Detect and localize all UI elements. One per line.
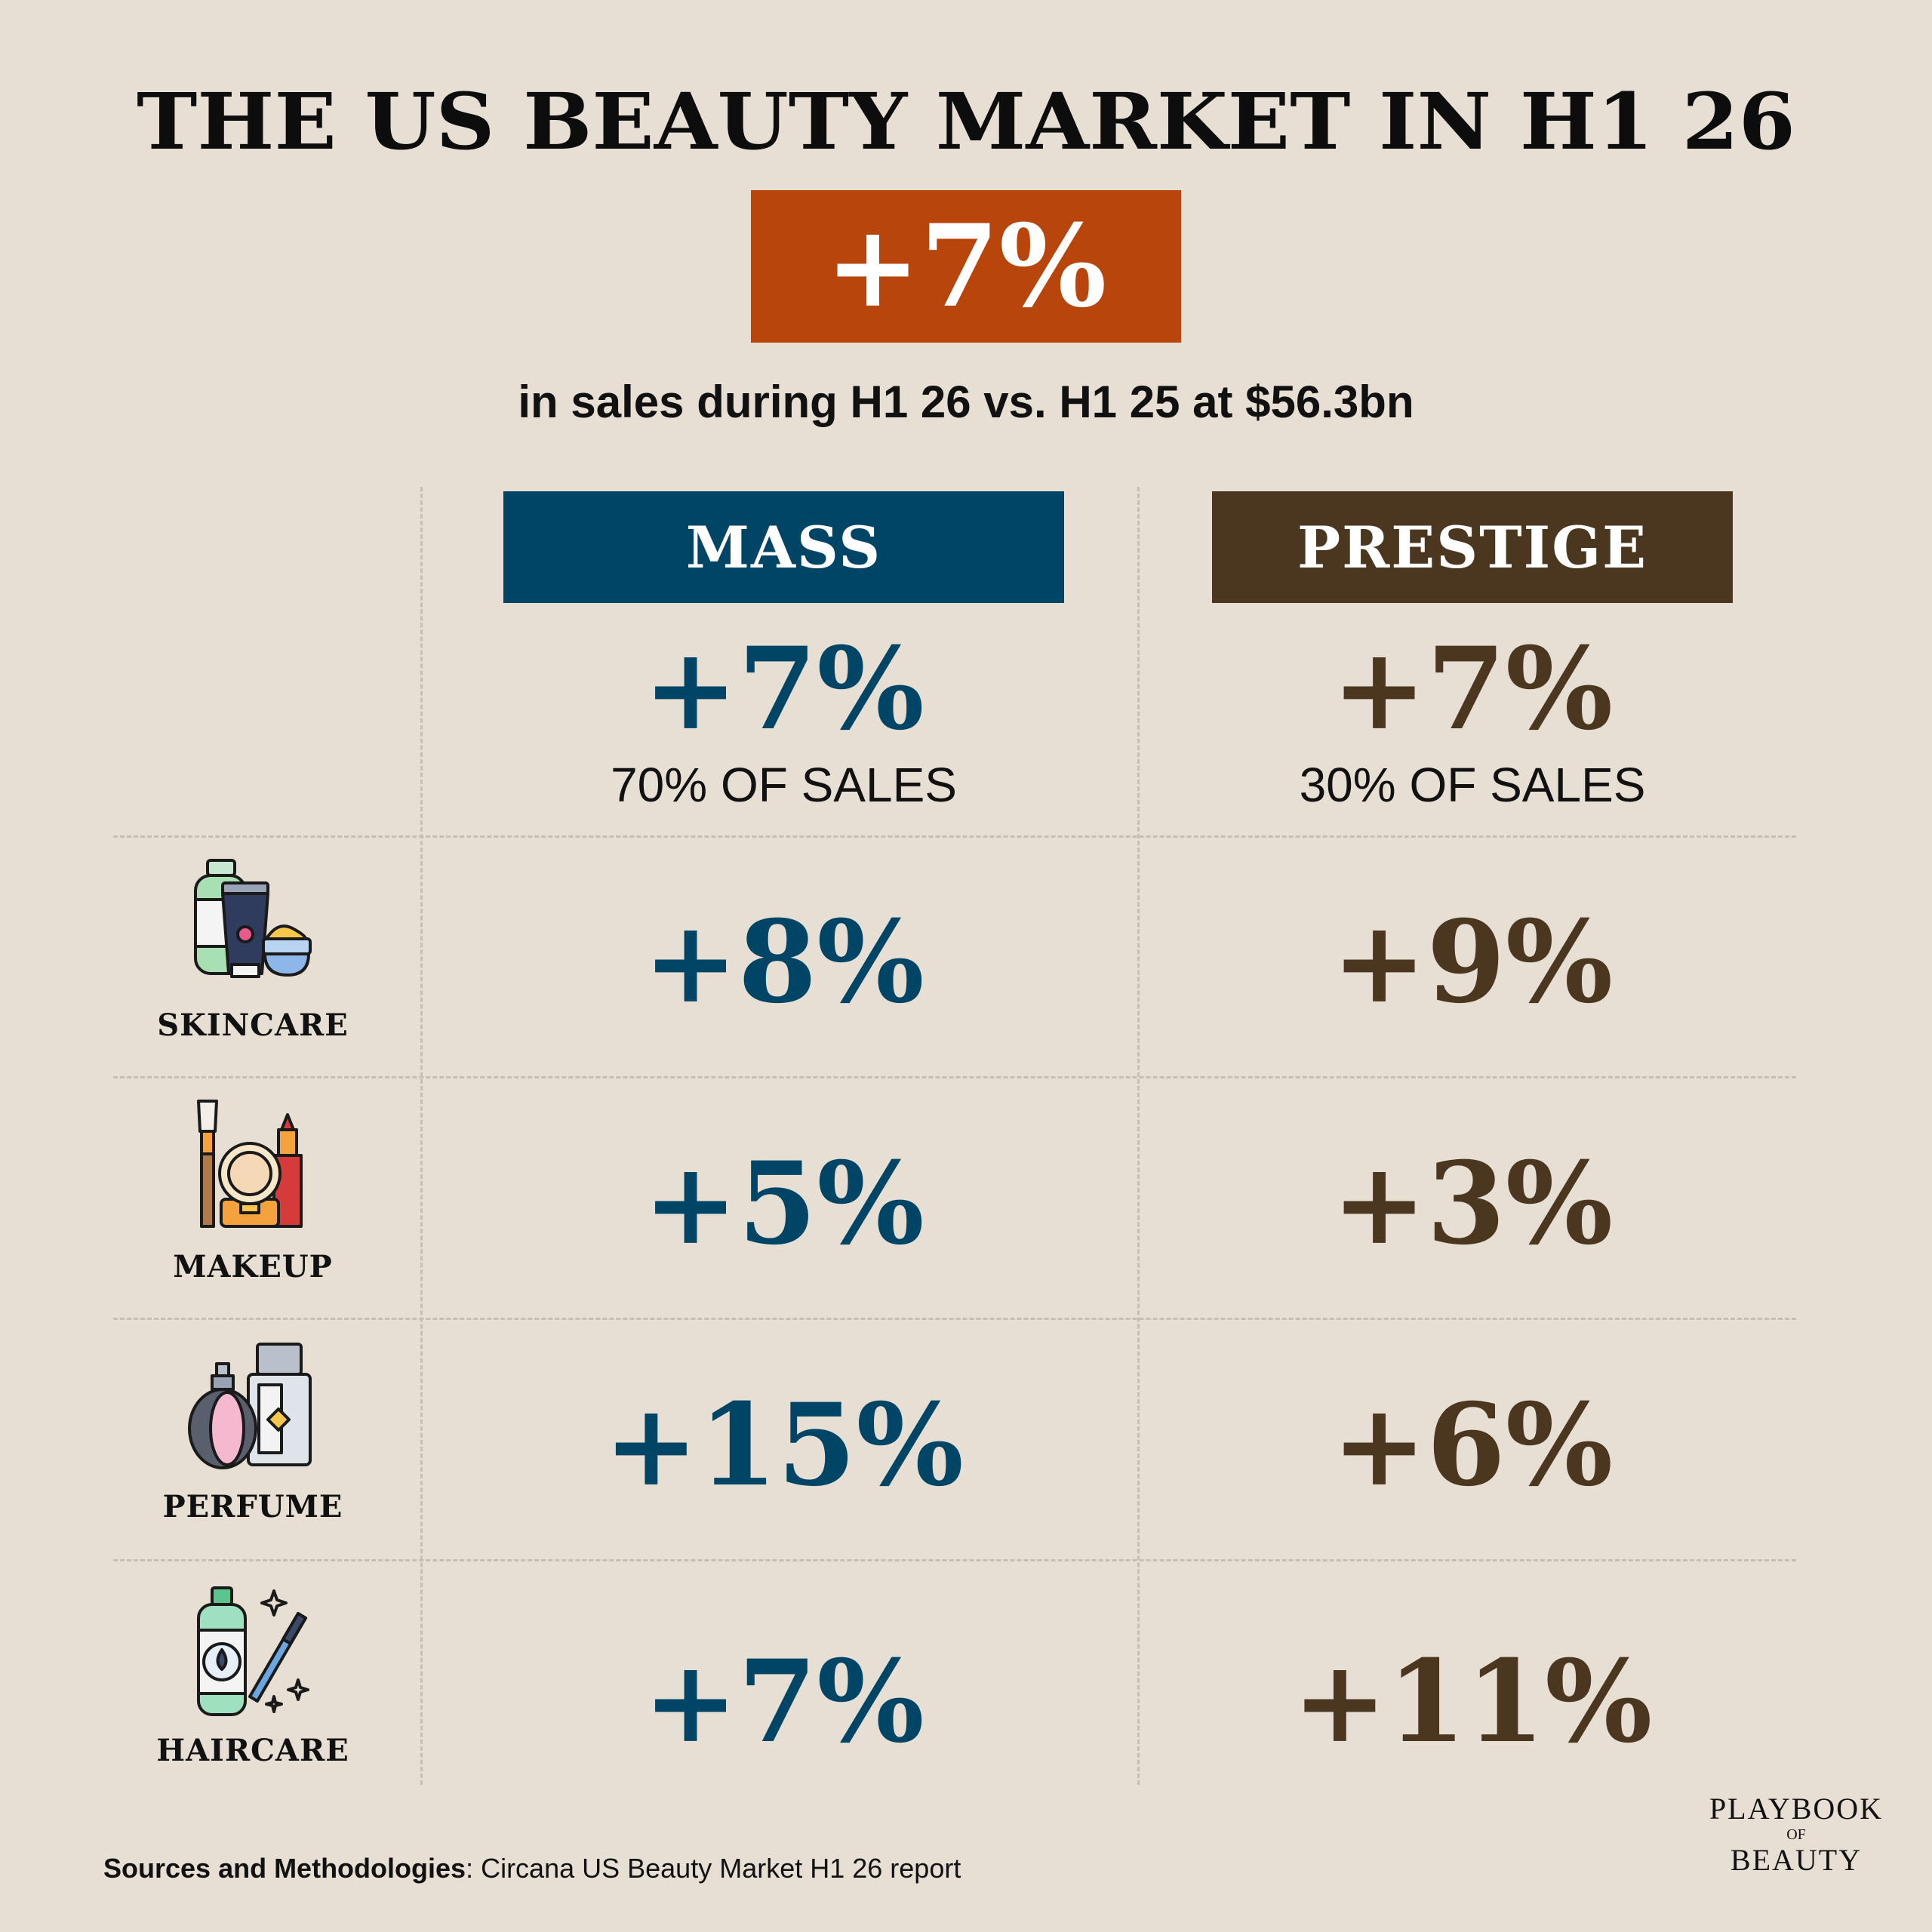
logo-line-1: PLAYBOOK (1709, 1792, 1884, 1826)
perfume-prestige-growth: +6% (1331, 1379, 1614, 1512)
headline-caption: in sales during H1 26 vs. H1 25 at $56.3… (518, 377, 1414, 427)
prestige-total-growth: +7% (1331, 623, 1614, 755)
grid-divider-horizontal (113, 1318, 1796, 1320)
prestige-sales-share: 30% OF SALES (1299, 758, 1646, 812)
sources-note: Sources and Methodologies: Circana US Be… (103, 1853, 961, 1884)
perfume-mass-growth: +15% (604, 1379, 964, 1512)
prestige-column-header: PRESTIGE (1212, 491, 1733, 603)
haircare-prestige-growth: +11% (1292, 1635, 1653, 1768)
logo-line-2: OF (1786, 1826, 1806, 1843)
logo-line-3: BEAUTY (1730, 1843, 1863, 1877)
perfume-bottles-icon (188, 1343, 312, 1469)
makeup-kit-icon (197, 1100, 303, 1228)
brand-logo: PLAYBOOK OF BEAUTY (1702, 1792, 1890, 1877)
page-title: THE US BEAUTY MARKET IN H1 26 (137, 77, 1795, 168)
headline-growth-box: +7% (751, 190, 1181, 343)
grid-divider-horizontal (113, 835, 1796, 838)
headline-growth-value: +7% (825, 200, 1107, 333)
mass-sales-share: 70% OF SALES (611, 758, 957, 812)
category-label-haircare: HAIRCARE (156, 1733, 349, 1768)
category-label-skincare: SKINCARE (157, 1008, 349, 1043)
makeup-prestige-growth: +3% (1331, 1137, 1614, 1270)
category-label-perfume: PERFUME (162, 1489, 343, 1524)
grid-divider-horizontal (113, 1076, 1796, 1078)
haircare-mass-growth: +7% (643, 1635, 924, 1768)
skincare-mass-growth: +8% (643, 896, 924, 1029)
grid-divider-vertical (1137, 487, 1140, 1785)
grid-divider-horizontal (113, 1559, 1796, 1561)
sources-label: Sources and Methodologies (103, 1853, 466, 1884)
skincare-products-icon (194, 859, 312, 978)
mass-column-header: MASS (503, 491, 1064, 603)
haircare-shampoo-comb-icon (197, 1586, 309, 1716)
grid-divider-vertical (420, 487, 423, 1785)
mass-total-growth: +7% (643, 623, 924, 755)
category-label-makeup: MAKEUP (173, 1249, 333, 1284)
sources-text: : Circana US Beauty Market H1 26 report (466, 1853, 961, 1884)
skincare-prestige-growth: +9% (1331, 896, 1614, 1029)
makeup-mass-growth: +5% (643, 1137, 924, 1270)
